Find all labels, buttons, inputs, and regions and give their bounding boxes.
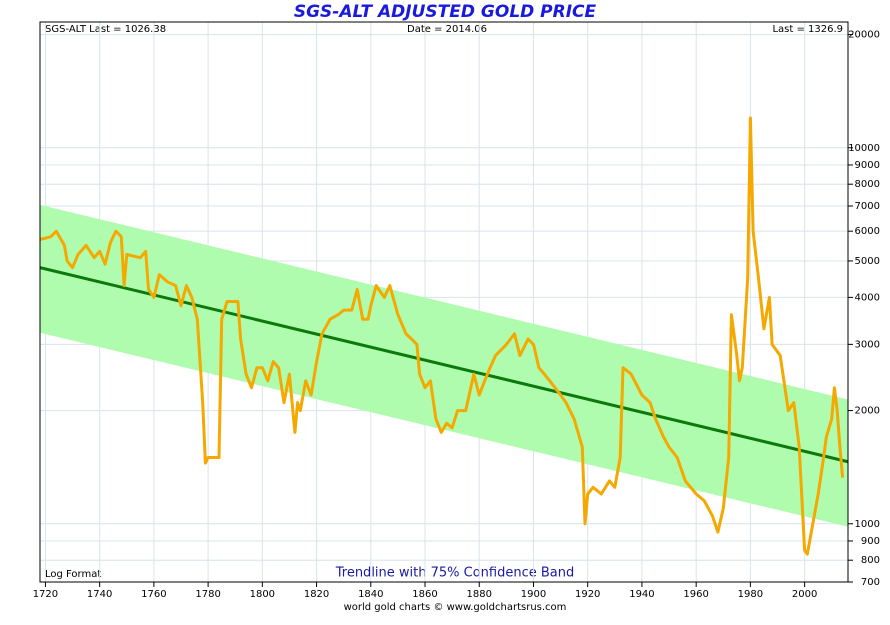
trendline xyxy=(39,266,849,464)
y-tick-label: 9000 xyxy=(855,160,880,171)
y-tick-label: 800 xyxy=(861,555,880,566)
y-tick-label: 8000 xyxy=(855,179,880,190)
y-tick-label: 7000 xyxy=(855,201,880,212)
x-tick-label: 1940 xyxy=(629,589,654,600)
y-tick-label: 20000 xyxy=(848,30,880,41)
y-tick-label: 1000 xyxy=(855,519,880,530)
price-line xyxy=(39,116,845,556)
chart-title: SGS-ALT ADJUSTED GOLD PRICE xyxy=(294,2,597,22)
x-tick-label: 1780 xyxy=(195,589,220,600)
x-tick-label: 2000 xyxy=(792,589,817,600)
y-tick-label: 2000 xyxy=(855,406,880,417)
y-tick-label: 900 xyxy=(861,536,880,547)
y-tick-label: 10000 xyxy=(848,143,880,154)
x-tick-label: 1800 xyxy=(250,589,275,600)
y-tick-label: 6000 xyxy=(855,226,880,237)
x-tick-label: 1720 xyxy=(33,589,58,600)
plot-frame xyxy=(39,21,849,583)
y-tick-label: 4000 xyxy=(855,292,880,303)
y-tick-label: 3000 xyxy=(855,339,880,350)
x-tick-label: 1960 xyxy=(683,589,708,600)
x-tick-label: 1920 xyxy=(575,589,600,600)
x-tick-label: 1900 xyxy=(521,589,546,600)
footer: world gold charts © www.goldchartsrus.co… xyxy=(344,602,567,613)
x-tick-label: 1740 xyxy=(87,589,112,600)
header-center: Date = 2014.06 xyxy=(407,24,487,35)
x-tick-label: 1760 xyxy=(141,589,166,600)
x-tick-label: 1980 xyxy=(738,589,763,600)
note-center: Trendline with 75% Confidence Band xyxy=(335,566,575,581)
header-right: Last = 1326.9 xyxy=(772,24,843,35)
header-left: SGS-ALT Last = 1026.38 xyxy=(45,24,166,35)
x-tick-label: 1820 xyxy=(304,589,329,600)
x-tick-label: 1840 xyxy=(358,589,383,600)
x-tick-label: 1860 xyxy=(412,589,437,600)
y-tick-label: 700 xyxy=(861,577,880,588)
y-tick-label: 5000 xyxy=(855,256,880,267)
note-left: Log Format xyxy=(45,569,101,580)
x-tick-label: 1880 xyxy=(467,589,492,600)
